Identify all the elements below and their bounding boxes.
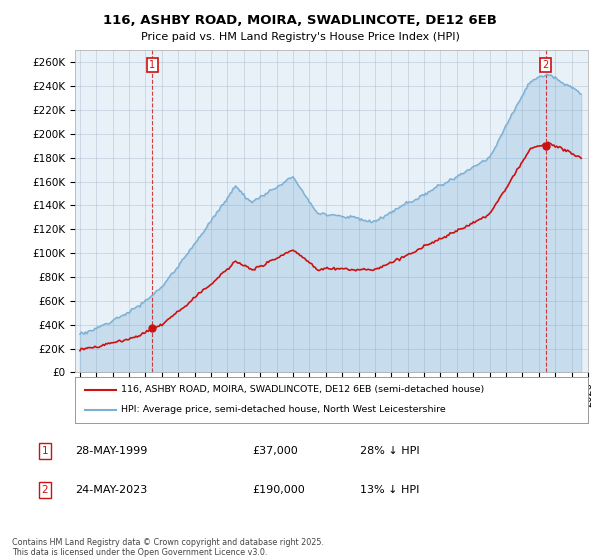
Text: 1: 1 bbox=[149, 60, 155, 70]
Text: Contains HM Land Registry data © Crown copyright and database right 2025.
This d: Contains HM Land Registry data © Crown c… bbox=[12, 538, 324, 557]
Text: 28% ↓ HPI: 28% ↓ HPI bbox=[360, 446, 419, 456]
Text: HPI: Average price, semi-detached house, North West Leicestershire: HPI: Average price, semi-detached house,… bbox=[121, 405, 446, 414]
Text: 1: 1 bbox=[41, 446, 49, 456]
Text: 28-MAY-1999: 28-MAY-1999 bbox=[75, 446, 148, 456]
Text: 116, ASHBY ROAD, MOIRA, SWADLINCOTE, DE12 6EB (semi-detached house): 116, ASHBY ROAD, MOIRA, SWADLINCOTE, DE1… bbox=[121, 385, 484, 394]
Text: 2: 2 bbox=[542, 60, 549, 70]
Text: 13% ↓ HPI: 13% ↓ HPI bbox=[360, 485, 419, 495]
Text: £37,000: £37,000 bbox=[252, 446, 298, 456]
Text: 116, ASHBY ROAD, MOIRA, SWADLINCOTE, DE12 6EB: 116, ASHBY ROAD, MOIRA, SWADLINCOTE, DE1… bbox=[103, 14, 497, 27]
Text: Price paid vs. HM Land Registry's House Price Index (HPI): Price paid vs. HM Land Registry's House … bbox=[140, 32, 460, 43]
Text: £190,000: £190,000 bbox=[252, 485, 305, 495]
Text: 2: 2 bbox=[41, 485, 49, 495]
Text: 24-MAY-2023: 24-MAY-2023 bbox=[75, 485, 147, 495]
